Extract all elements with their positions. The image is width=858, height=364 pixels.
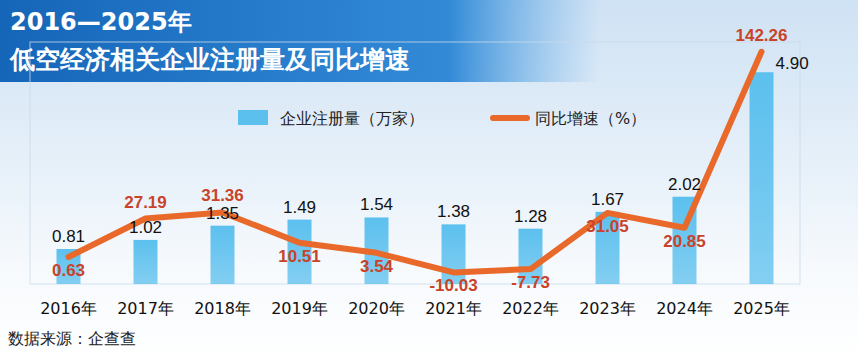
title: 低空经济相关企业注册量及同比增速 (9, 45, 410, 74)
line-label: 10.51 (278, 247, 321, 266)
x-tick-label: 2016年 (40, 299, 97, 318)
line-label: -10.03 (429, 276, 477, 295)
bar (211, 226, 235, 284)
legend-swatch (238, 110, 268, 125)
title-banner (0, 0, 600, 82)
legend-label: 企业注册量（万家） (280, 109, 424, 128)
bar-label: 1.67 (591, 190, 624, 209)
bar-label: 1.35 (206, 204, 239, 223)
legend-swatch (493, 115, 527, 121)
x-tick-label: 2022年 (502, 299, 559, 318)
chart: 2016—2025年低空经济相关企业注册量及同比增速 0.81 1.02 1.35 1.… (0, 0, 858, 364)
x-tick-label: 2025年 (733, 299, 790, 318)
labels: 0.81 1.02 1.35 1.49 1.54 1.38 1.28 1.67 2.02 4.90… (52, 26, 809, 296)
growth-line (69, 52, 762, 273)
x-tick-label: 2020年 (348, 299, 405, 318)
x-tick-label: 2021年 (425, 299, 482, 318)
bar-label: 1.49 (283, 198, 316, 217)
bar-label: 1.28 (514, 207, 547, 226)
line-label: 0.63 (52, 261, 85, 280)
line-label: 20.85 (663, 232, 706, 251)
bar (134, 240, 158, 284)
line-label: -7.73 (511, 273, 550, 292)
x-tick-label: 2023年 (579, 299, 636, 318)
bar-label: 2.02 (668, 175, 701, 194)
legend-label: 同比增速（%） (535, 109, 646, 128)
legend: 企业注册量（万家） 同比增速（%） (238, 109, 646, 128)
bar (750, 72, 774, 284)
x-tick-label: 2018年 (194, 299, 251, 318)
bar-label: 0.81 (52, 227, 85, 246)
bar-label: 1.38 (437, 202, 470, 221)
plot-frame (30, 42, 800, 284)
line-label: 31.36 (201, 186, 244, 205)
title: 2016—2025年 (10, 8, 192, 36)
bar-label: 1.02 (129, 218, 162, 237)
x-tick-label: 2017年 (117, 299, 174, 318)
line-label: 3.54 (360, 257, 394, 276)
plot-area (57, 52, 774, 284)
x-tick-label: 2019年 (271, 299, 328, 318)
line-label: 31.05 (586, 217, 629, 236)
line-label: 142.26 (736, 26, 788, 45)
source-note: 数据来源：企查查 (8, 329, 136, 348)
line-label: 27.19 (124, 193, 167, 212)
x-tick-label: 2024年 (656, 299, 713, 318)
bar-label: 1.54 (360, 195, 393, 214)
bar-label: 4.90 (776, 54, 809, 73)
